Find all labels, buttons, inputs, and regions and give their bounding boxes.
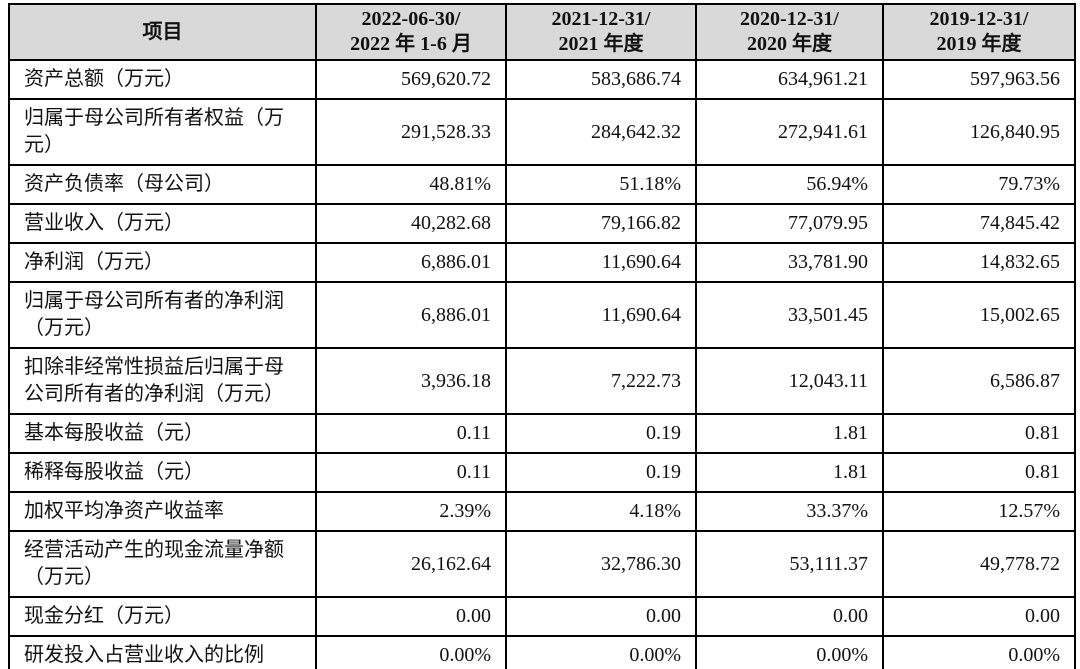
cell-value: 272,941.61 (695, 98, 884, 166)
cell-value: 2.39% (315, 491, 507, 532)
table-row: 营业收入（万元） 40,282.68 79,166.82 77,079.95 74,84… (8, 203, 1076, 244)
row-label: 净利润（万元） (8, 242, 317, 283)
cell-value: 33,781.90 (695, 242, 884, 283)
table-row: 基本每股收益（元） 0.11 0.19 1.81 0.81 (8, 413, 1076, 454)
financial-summary-table: 项目 2022-06-30/ 2022 年 1-6 月 2021-12-31/ … (8, 3, 1076, 669)
cell-value: 1.81 (695, 413, 884, 454)
row-label: 研发投入占营业收入的比例 (8, 635, 317, 669)
cell-value: 6,886.01 (315, 281, 507, 349)
cell-value: 12.57% (882, 491, 1076, 532)
table-row: 经营活动产生的现金流量净额（万元） 26,162.64 32,786.30 53,11… (8, 530, 1076, 598)
cell-value: 3,936.18 (315, 347, 507, 415)
cell-value: 6,586.87 (882, 347, 1076, 415)
cell-value: 32,786.30 (505, 530, 697, 598)
cell-value: 77,079.95 (695, 203, 884, 244)
cell-value: 12,043.11 (695, 347, 884, 415)
cell-value: 0.00 (505, 596, 697, 637)
cell-value: 48.81% (315, 164, 507, 205)
header-row: 项目 2022-06-30/ 2022 年 1-6 月 2021-12-31/ … (8, 3, 1076, 61)
cell-value: 569,620.72 (315, 59, 507, 100)
cell-value: 53,111.37 (695, 530, 884, 598)
row-label: 营业收入（万元） (8, 203, 317, 244)
cell-value: 0.00% (505, 635, 697, 669)
cell-value: 11,690.64 (505, 242, 697, 283)
cell-value: 284,642.32 (505, 98, 697, 166)
table-row: 净利润（万元） 6,886.01 11,690.64 33,781.90 14,832.… (8, 242, 1076, 283)
header-period-2019: 2019-12-31/ 2019 年度 (882, 3, 1076, 61)
cell-value: 7,222.73 (505, 347, 697, 415)
header-item: 项目 (8, 3, 317, 61)
cell-value: 51.18% (505, 164, 697, 205)
cell-value: 15,002.65 (882, 281, 1076, 349)
row-label: 资产总额（万元） (8, 59, 317, 100)
cell-value: 40,282.68 (315, 203, 507, 244)
cell-value: 14,832.65 (882, 242, 1076, 283)
row-label: 归属于母公司所有者权益（万元） (8, 98, 317, 166)
header-period-2022: 2022-06-30/ 2022 年 1-6 月 (315, 3, 507, 61)
cell-value: 4.18% (505, 491, 697, 532)
table-row: 稀释每股收益（元） 0.11 0.19 1.81 0.81 (8, 452, 1076, 493)
table-row: 归属于母公司所有者的净利润（万元） 6,886.01 11,690.64 33,501… (8, 281, 1076, 349)
row-label: 经营活动产生的现金流量净额（万元） (8, 530, 317, 598)
cell-value: 126,840.95 (882, 98, 1076, 166)
cell-value: 0.00% (315, 635, 507, 669)
table-row: 归属于母公司所有者权益（万元） 291,528.33 284,642.32 272,9… (8, 98, 1076, 166)
table-row: 加权平均净资产收益率 2.39% 4.18% 33.37% 12.57% (8, 491, 1076, 532)
table-row: 现金分红（万元） 0.00 0.00 0.00 0.00 (8, 596, 1076, 637)
table-row: 研发投入占营业收入的比例 0.00% 0.00% 0.00% 0.00% (8, 635, 1076, 669)
header-period-2021: 2021-12-31/ 2021 年度 (505, 3, 697, 61)
cell-value: 0.81 (882, 452, 1076, 493)
cell-value: 1.81 (695, 452, 884, 493)
row-label: 加权平均净资产收益率 (8, 491, 317, 532)
cell-value: 74,845.42 (882, 203, 1076, 244)
row-label: 扣除非经常性损益后归属于母公司所有者的净利润（万元） (8, 347, 317, 415)
table-header: 项目 2022-06-30/ 2022 年 1-6 月 2021-12-31/ … (8, 3, 1076, 61)
cell-value: 0.81 (882, 413, 1076, 454)
cell-value: 0.00% (882, 635, 1076, 669)
cell-value: 33,501.45 (695, 281, 884, 349)
cell-value: 0.19 (505, 452, 697, 493)
cell-value: 0.00 (882, 596, 1076, 637)
cell-value: 11,690.64 (505, 281, 697, 349)
row-label: 资产负债率（母公司） (8, 164, 317, 205)
row-label: 现金分红（万元） (8, 596, 317, 637)
row-label: 基本每股收益（元） (8, 413, 317, 454)
table-row: 资产总额（万元） 569,620.72 583,686.74 634,961.21 59… (8, 59, 1076, 100)
cell-value: 33.37% (695, 491, 884, 532)
cell-value: 0.00 (695, 596, 884, 637)
table-row: 资产负债率（母公司） 48.81% 51.18% 56.94% 79.73% (8, 164, 1076, 205)
row-label: 归属于母公司所有者的净利润（万元） (8, 281, 317, 349)
cell-value: 0.11 (315, 452, 507, 493)
row-label: 稀释每股收益（元） (8, 452, 317, 493)
cell-value: 291,528.33 (315, 98, 507, 166)
cell-value: 79.73% (882, 164, 1076, 205)
header-period-2020: 2020-12-31/ 2020 年度 (695, 3, 884, 61)
cell-value: 583,686.74 (505, 59, 697, 100)
cell-value: 634,961.21 (695, 59, 884, 100)
table-row: 扣除非经常性损益后归属于母公司所有者的净利润（万元） 3,936.18 7,222.… (8, 347, 1076, 415)
table-body: 资产总额（万元） 569,620.72 583,686.74 634,961.21 59… (8, 59, 1076, 669)
cell-value: 0.00 (315, 596, 507, 637)
cell-value: 0.11 (315, 413, 507, 454)
cell-value: 0.19 (505, 413, 697, 454)
cell-value: 26,162.64 (315, 530, 507, 598)
cell-value: 56.94% (695, 164, 884, 205)
cell-value: 0.00% (695, 635, 884, 669)
cell-value: 49,778.72 (882, 530, 1076, 598)
cell-value: 6,886.01 (315, 242, 507, 283)
cell-value: 597,963.56 (882, 59, 1076, 100)
cell-value: 79,166.82 (505, 203, 697, 244)
